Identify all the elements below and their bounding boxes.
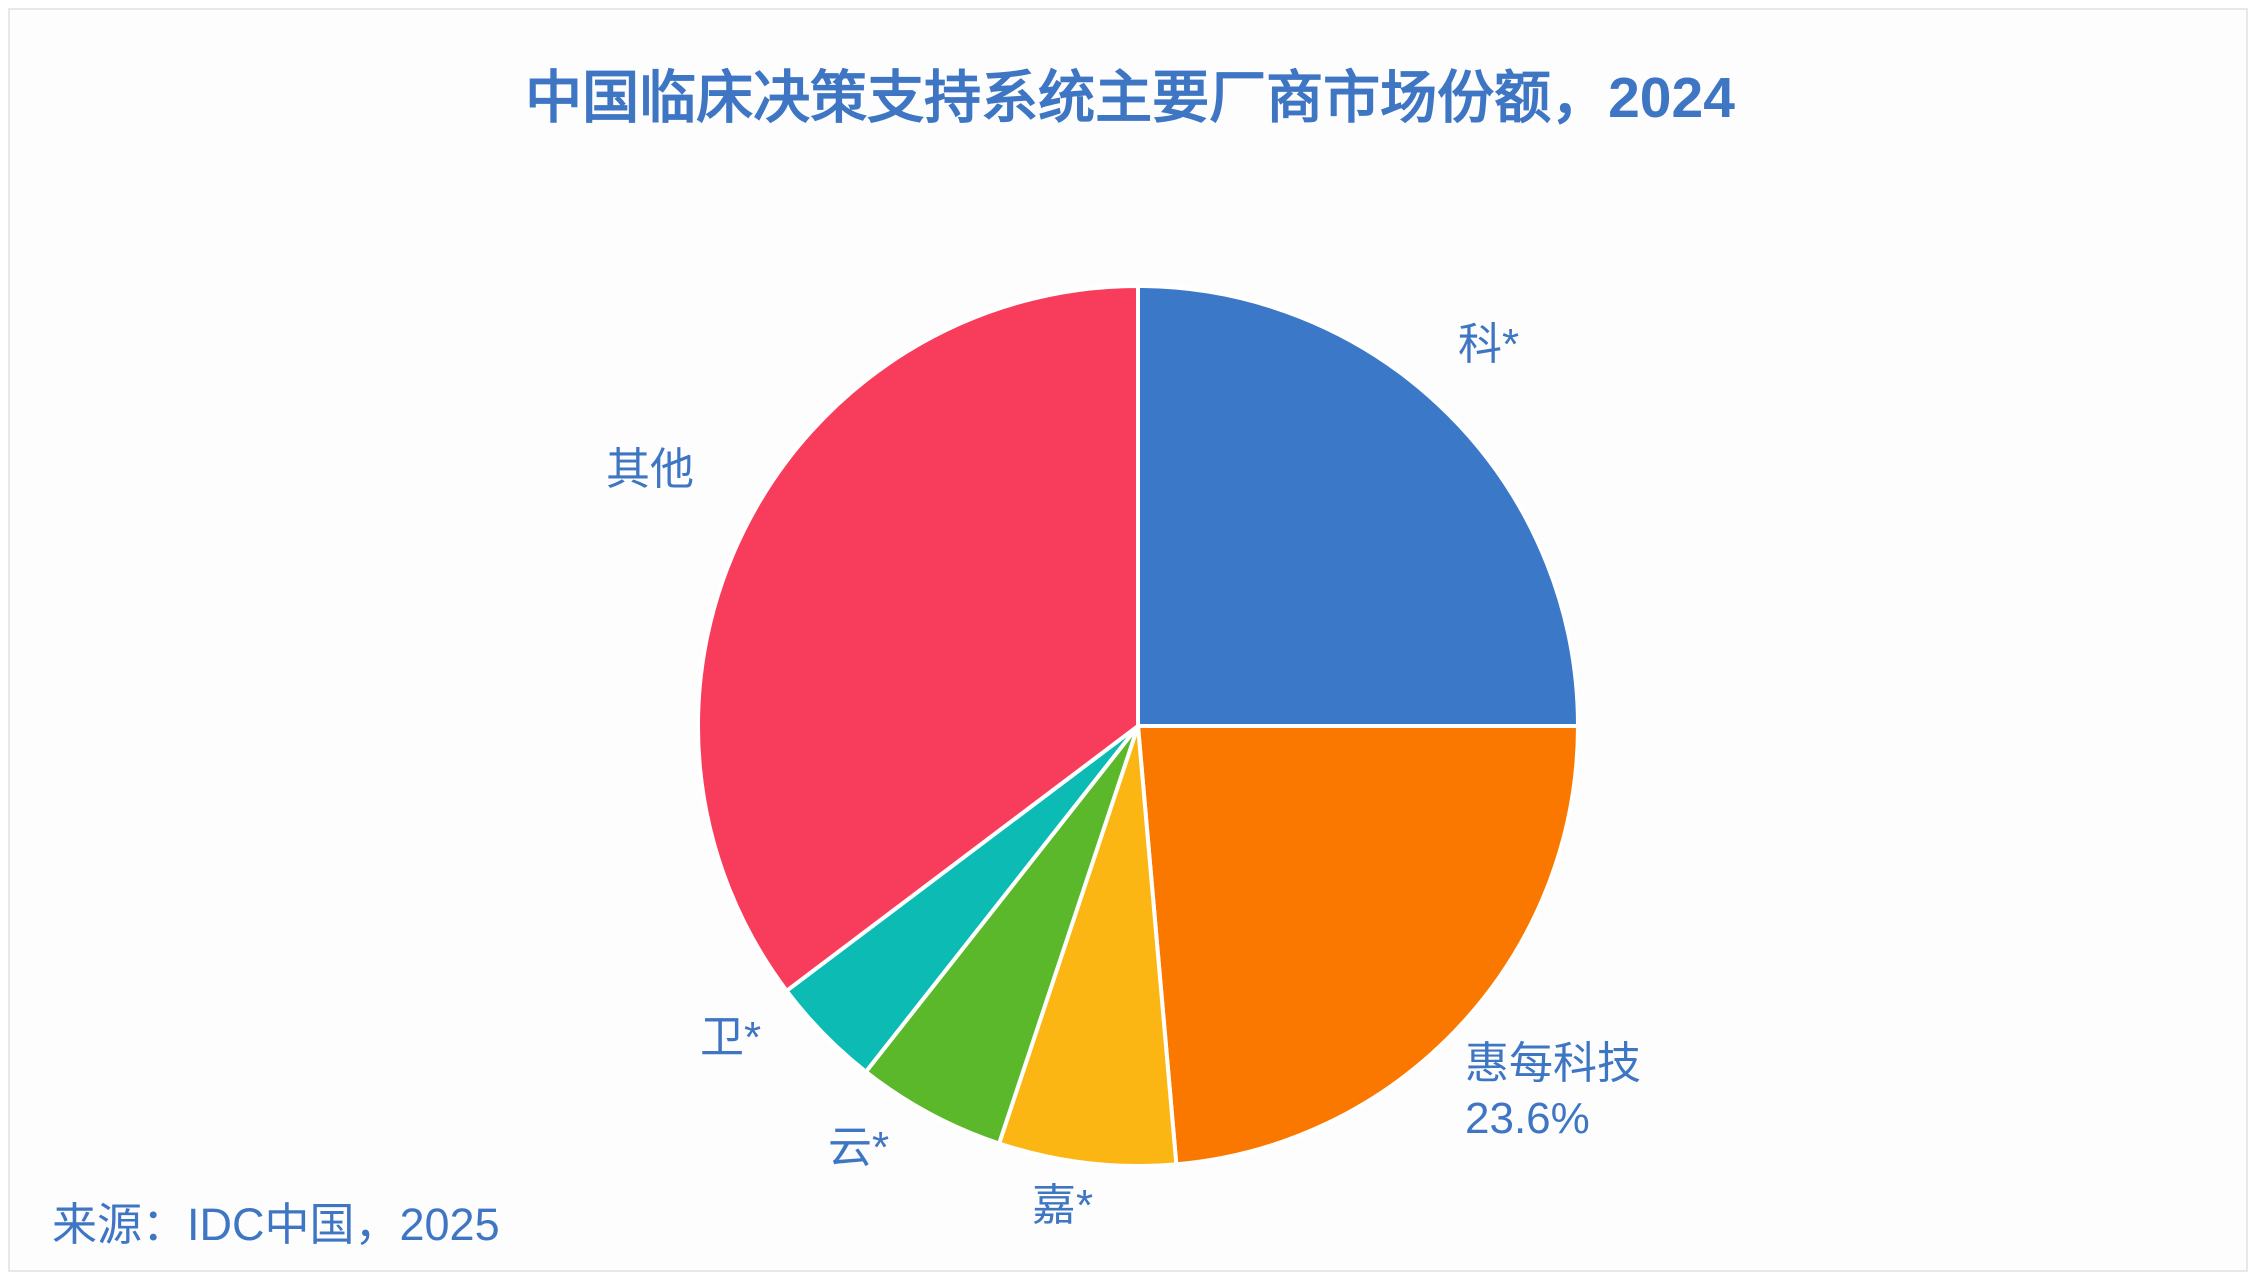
pie-label-wei: 卫* xyxy=(700,1010,761,1065)
pie-chart-svg xyxy=(696,284,1580,1168)
pie-label-huimei: 惠每科技 23.6% xyxy=(1465,1036,1641,1146)
chart-card: 中国临床决策支持系统主要厂商市场份额，2024 科* 其他 惠每科技 23.6%… xyxy=(8,8,2248,1272)
source-note: 来源：IDC中国，2025 xyxy=(52,1199,500,1250)
pie-label-huimei-name: 惠每科技 xyxy=(1465,1039,1641,1088)
pie-label-yun-text: 云* xyxy=(828,1123,890,1172)
pie-slice-group xyxy=(696,284,1580,1168)
pie-label-ke-text: 科* xyxy=(1458,320,1520,369)
pie-label-jia-text: 嘉* xyxy=(1032,1181,1094,1230)
pie-slice[interactable] xyxy=(1136,284,1580,728)
pie-label-huimei-percent: 23.6% xyxy=(1465,1094,1590,1143)
pie-label-yun: 云* xyxy=(828,1120,889,1175)
pie-slice[interactable] xyxy=(696,284,1140,993)
pie-label-others: 其他 xyxy=(606,442,694,497)
page-title: 中国临床决策支持系统主要厂商市场份额，2024 xyxy=(525,66,1735,130)
pie-slice[interactable] xyxy=(863,724,1140,1146)
pie-chart xyxy=(688,276,1588,1176)
pie-slice[interactable] xyxy=(997,724,1179,1168)
pie-label-ke: 科* xyxy=(1458,317,1519,372)
pie-label-jia: 嘉* xyxy=(1032,1178,1093,1233)
pie-label-others-text: 其他 xyxy=(606,445,694,494)
pie-label-wei-text: 卫* xyxy=(700,1013,762,1062)
pie-slice[interactable] xyxy=(1136,724,1580,1167)
